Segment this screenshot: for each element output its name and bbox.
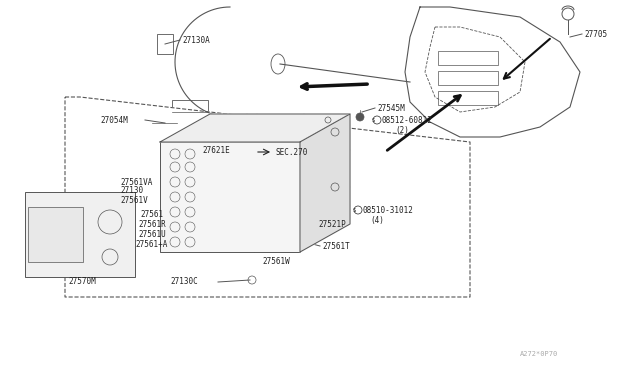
Ellipse shape [271, 54, 285, 74]
Text: 08510-31012: 08510-31012 [363, 205, 414, 215]
Bar [438, 91, 498, 105]
Text: SEC.270: SEC.270 [276, 148, 308, 157]
Text: S: S [353, 208, 356, 212]
Text: 27561T: 27561T [322, 241, 349, 250]
Text: 27545M: 27545M [377, 103, 404, 112]
Text: 27561W: 27561W [262, 257, 290, 266]
Text: 27561U: 27561U [138, 230, 166, 238]
Circle shape [356, 113, 364, 121]
Text: S: S [371, 118, 374, 122]
Text: 27561V: 27561V [120, 196, 148, 205]
Polygon shape [300, 114, 350, 252]
Bar [25, 192, 135, 277]
Text: 27054M: 27054M [100, 115, 128, 125]
Bar [438, 51, 498, 65]
Bar [172, 100, 208, 124]
Text: 27621E: 27621E [202, 145, 230, 154]
Text: (4): (4) [370, 215, 384, 224]
Text: 27561+A: 27561+A [135, 240, 168, 248]
Bar [160, 142, 300, 252]
Text: 27130A: 27130A [182, 35, 210, 45]
Bar [152, 114, 177, 132]
Polygon shape [160, 114, 350, 142]
Text: 27130: 27130 [120, 186, 143, 195]
Text: 27705: 27705 [584, 29, 607, 38]
Text: 27521P: 27521P [318, 219, 346, 228]
Bar [157, 34, 173, 54]
Text: (2): (2) [395, 125, 409, 135]
Text: 27561R: 27561R [138, 219, 166, 228]
Polygon shape [65, 97, 470, 297]
Text: 08512-60812: 08512-60812 [382, 115, 433, 125]
Text: 27130C: 27130C [170, 278, 198, 286]
Bar [28, 207, 83, 262]
Text: 27570M: 27570M [68, 278, 96, 286]
Bar [438, 71, 498, 85]
Text: A272*0P70: A272*0P70 [520, 351, 558, 357]
Text: 27561VA: 27561VA [120, 177, 152, 186]
Text: 27561: 27561 [140, 209, 163, 218]
